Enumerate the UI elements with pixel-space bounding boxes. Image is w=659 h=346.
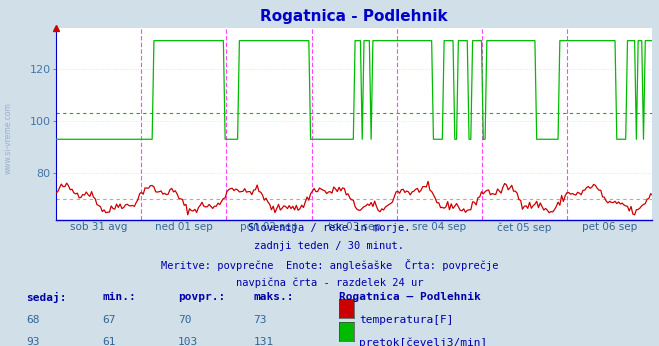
Text: 93: 93 xyxy=(26,337,40,346)
Text: 103: 103 xyxy=(178,337,198,346)
Title: Rogatnica - Podlehnik: Rogatnica - Podlehnik xyxy=(260,9,448,24)
Text: 68: 68 xyxy=(26,315,40,325)
Text: temperatura[F]: temperatura[F] xyxy=(359,315,453,325)
Text: 70: 70 xyxy=(178,315,191,325)
Text: Slovenija / reke in morje.: Slovenija / reke in morje. xyxy=(248,223,411,233)
Text: 67: 67 xyxy=(102,315,115,325)
Text: zadnji teden / 30 minut.: zadnji teden / 30 minut. xyxy=(254,241,405,251)
Text: navpična črta - razdelek 24 ur: navpična črta - razdelek 24 ur xyxy=(236,277,423,288)
Text: maks.:: maks.: xyxy=(254,292,294,302)
Text: Meritve: povprečne  Enote: anglešaške  Črta: povprečje: Meritve: povprečne Enote: anglešaške Črt… xyxy=(161,259,498,271)
Text: min.:: min.: xyxy=(102,292,136,302)
Text: sedaj:: sedaj: xyxy=(26,292,67,303)
Text: www.si-vreme.com: www.si-vreme.com xyxy=(3,102,13,174)
Text: 131: 131 xyxy=(254,337,274,346)
Text: 61: 61 xyxy=(102,337,115,346)
Text: pretok[čevelj3/min]: pretok[čevelj3/min] xyxy=(359,337,488,346)
Text: Rogatnica – Podlehnik: Rogatnica – Podlehnik xyxy=(339,292,481,302)
Text: 73: 73 xyxy=(254,315,267,325)
Text: povpr.:: povpr.: xyxy=(178,292,225,302)
